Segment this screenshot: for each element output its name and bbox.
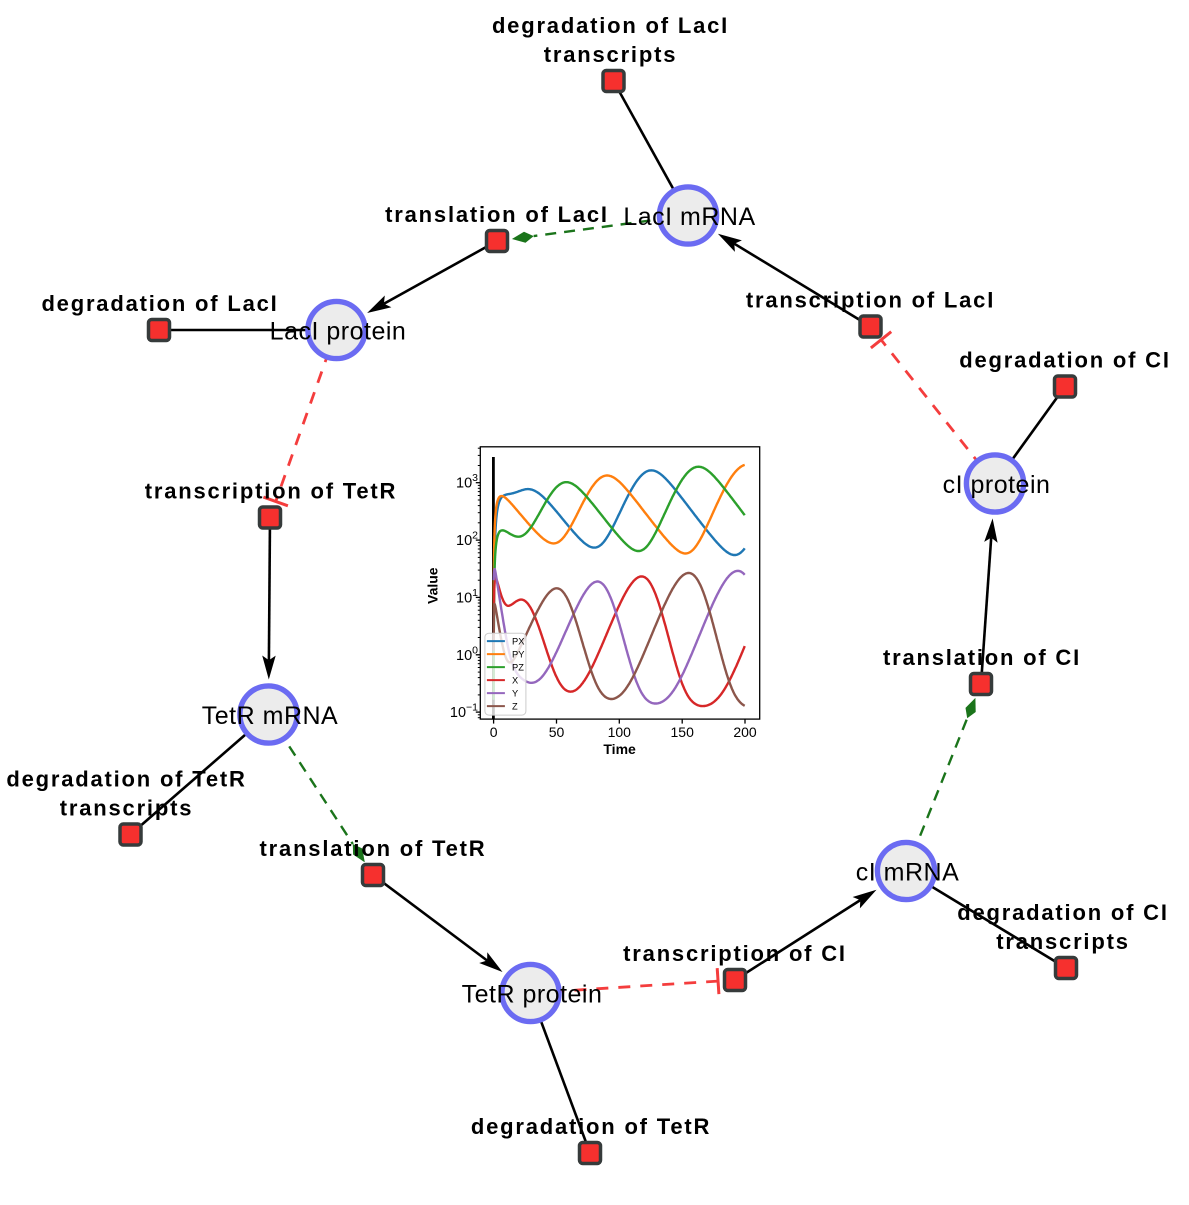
svg-text:X: X [512, 676, 518, 686]
svg-text:degradation of CI: degradation of CI [957, 900, 1169, 925]
svg-text:cI mRNA: cI mRNA [856, 859, 960, 887]
svg-text:transcripts: transcripts [60, 796, 194, 821]
svg-text:degradation of TetR: degradation of TetR [6, 767, 246, 792]
svg-text:150: 150 [671, 724, 695, 740]
svg-text:50: 50 [549, 724, 565, 740]
svg-text:translation of LacI: translation of LacI [385, 202, 609, 227]
svg-text:PZ: PZ [512, 663, 524, 673]
svg-text:transcripts: transcripts [544, 42, 678, 67]
svg-text:transcripts: transcripts [996, 929, 1130, 954]
svg-text:degradation of LacI: degradation of LacI [492, 13, 729, 38]
svg-text:transcription of TetR: transcription of TetR [145, 479, 398, 504]
svg-text:TetR protein: TetR protein [462, 981, 603, 1009]
svg-text:translation of CI: translation of CI [883, 645, 1081, 670]
svg-text:LacI protein: LacI protein [270, 318, 407, 346]
svg-text:Time: Time [603, 741, 636, 757]
svg-text:Value: Value [425, 567, 441, 604]
svg-text:100: 100 [608, 724, 632, 740]
svg-text:0: 0 [490, 724, 498, 740]
svg-text:degradation of TetR: degradation of TetR [471, 1114, 711, 1139]
svg-text:LacI mRNA: LacI mRNA [623, 203, 755, 231]
svg-text:Y: Y [512, 689, 518, 699]
svg-text:translation of TetR: translation of TetR [260, 836, 487, 861]
svg-text:Z: Z [512, 702, 518, 712]
svg-text:transcription of CI: transcription of CI [623, 941, 847, 966]
svg-text:PY: PY [512, 650, 524, 660]
svg-text:TetR mRNA: TetR mRNA [202, 702, 338, 730]
svg-text:transcription of LacI: transcription of LacI [746, 288, 995, 313]
svg-text:degradation of LacI: degradation of LacI [41, 291, 278, 316]
svg-text:cI protein: cI protein [943, 471, 1051, 499]
svg-text:degradation of CI: degradation of CI [959, 348, 1171, 373]
svg-text:200: 200 [733, 724, 757, 740]
svg-text:PX: PX [512, 637, 524, 647]
